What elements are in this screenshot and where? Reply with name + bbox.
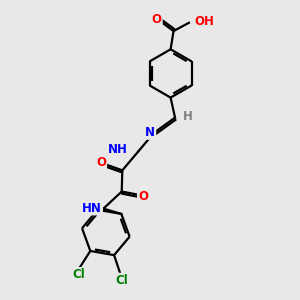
- Text: N: N: [145, 126, 155, 139]
- Text: NH: NH: [107, 143, 127, 156]
- Text: HN: HN: [82, 202, 102, 214]
- Text: O: O: [96, 156, 106, 169]
- Text: O: O: [152, 13, 162, 26]
- Text: Cl: Cl: [115, 274, 128, 287]
- Text: H: H: [182, 110, 192, 123]
- Text: Cl: Cl: [72, 268, 85, 281]
- Text: O: O: [138, 190, 148, 203]
- Text: OH: OH: [194, 15, 214, 28]
